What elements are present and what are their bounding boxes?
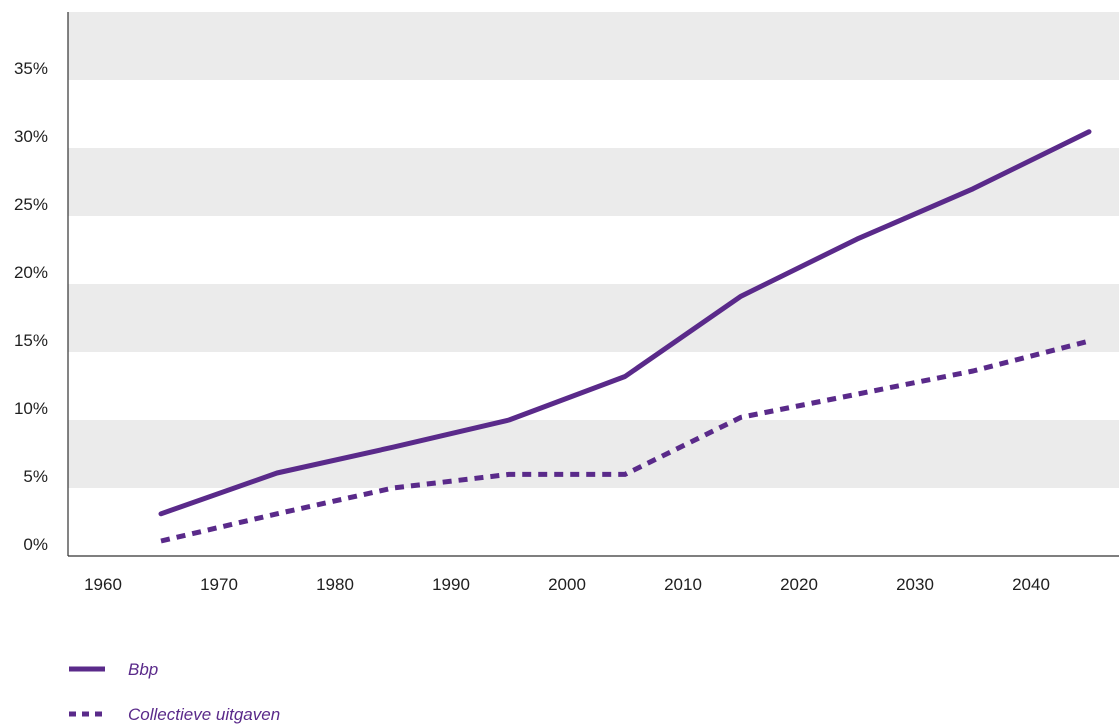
grid-band: [68, 148, 1119, 216]
grid-band: [68, 12, 1119, 80]
x-tick-label: 1960: [84, 575, 122, 594]
y-tick-label: 5%: [23, 467, 48, 486]
legend-label: Collectieve uitgaven: [128, 705, 280, 724]
x-tick-label: 1980: [316, 575, 354, 594]
data-point: [739, 415, 744, 420]
data-point: [623, 472, 628, 477]
grid-band: [68, 420, 1119, 488]
series-lines: [158, 129, 1092, 544]
y-tick-label: 0%: [23, 535, 48, 554]
data-point: [275, 471, 280, 476]
data-point: [507, 472, 512, 477]
x-axis-tick-labels: 1960 1970 1980 1990 2000 2010 2020 2030 2040: [84, 575, 1050, 594]
data-point: [159, 539, 164, 544]
x-tick-label: 2040: [1012, 575, 1050, 594]
data-point: [855, 237, 860, 242]
y-tick-label: 10%: [14, 399, 48, 418]
y-axis-tick-labels: 0% 5% 10% 15% 20% 25% 30% 35%: [14, 59, 48, 554]
data-point: [275, 511, 280, 516]
data-point: [971, 186, 976, 191]
data-point: [391, 486, 396, 491]
data-point: [855, 392, 860, 397]
data-point: [739, 294, 744, 299]
data-point: [971, 369, 976, 374]
data-point: [1087, 129, 1092, 134]
x-tick-label: 1990: [432, 575, 470, 594]
x-tick-label: 1970: [200, 575, 238, 594]
series-line-bbp: [158, 129, 1092, 517]
x-tick-label: 2010: [664, 575, 702, 594]
x-tick-label: 2000: [548, 575, 586, 594]
y-tick-label: 25%: [14, 195, 48, 214]
y-tick-label: 20%: [14, 263, 48, 282]
legend: Bbp Collectieve uitgaven: [69, 660, 280, 724]
data-point: [623, 374, 628, 379]
y-tick-label: 35%: [14, 59, 48, 78]
series-line-collectieve-uitgaven: [160, 338, 1090, 544]
grid-bands: [68, 12, 1119, 488]
x-tick-label: 2030: [896, 575, 934, 594]
x-tick-label: 2020: [780, 575, 818, 594]
legend-label: Bbp: [128, 660, 158, 679]
data-point: [159, 511, 164, 516]
data-point: [507, 418, 512, 423]
data-point: [1087, 339, 1092, 344]
grid-band: [68, 284, 1119, 352]
data-point: [391, 445, 396, 450]
y-tick-label: 15%: [14, 331, 48, 350]
y-tick-label: 30%: [14, 127, 48, 146]
